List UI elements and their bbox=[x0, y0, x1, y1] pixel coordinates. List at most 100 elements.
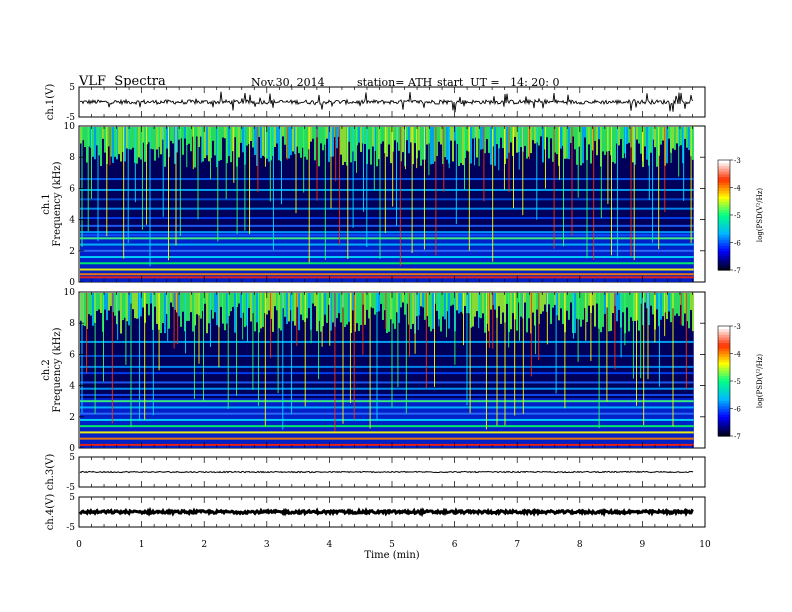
hf-noise bbox=[644, 127, 646, 147]
hf-noise bbox=[182, 293, 184, 312]
hf-noise bbox=[424, 293, 426, 320]
ch4-wave-ylabel: ch.4(V) bbox=[45, 494, 56, 531]
hf-noise bbox=[674, 293, 676, 316]
hf-noise bbox=[100, 127, 102, 166]
frequency-band bbox=[80, 224, 694, 227]
hf-noise bbox=[136, 127, 138, 164]
hf-noise bbox=[600, 293, 602, 333]
hf-noise bbox=[412, 293, 414, 324]
hf-noise bbox=[358, 293, 360, 331]
hf-noise bbox=[328, 127, 330, 162]
frequency-band bbox=[80, 372, 694, 375]
hf-noise bbox=[616, 293, 618, 322]
hf-noise bbox=[302, 127, 304, 148]
x-tick-label: 10 bbox=[699, 540, 711, 550]
hf-noise bbox=[398, 293, 400, 323]
hf-noise bbox=[104, 127, 106, 153]
hf-noise bbox=[226, 127, 228, 164]
hf-noise bbox=[518, 293, 520, 303]
hf-noise bbox=[542, 127, 544, 163]
hf-noise bbox=[280, 293, 282, 331]
ch1-colorbar-label: log(PSD(V²/Hz) bbox=[756, 188, 764, 243]
hf-noise bbox=[190, 127, 192, 152]
hf-noise bbox=[622, 127, 624, 159]
hf-noise bbox=[196, 127, 198, 137]
hf-noise bbox=[180, 293, 182, 327]
waveform-trace bbox=[79, 470, 694, 474]
hf-noise bbox=[296, 127, 298, 147]
hf-noise bbox=[370, 127, 372, 165]
hf-noise bbox=[216, 127, 218, 168]
hf-noise bbox=[140, 127, 142, 160]
colorbar-swatch bbox=[718, 179, 730, 183]
hf-noise bbox=[552, 293, 554, 308]
hf-noise bbox=[298, 293, 300, 331]
colorbar-swatch bbox=[718, 425, 730, 429]
hf-noise bbox=[238, 127, 240, 158]
colorbar-swatch bbox=[718, 264, 730, 268]
hf-noise bbox=[576, 127, 578, 165]
x-axis-title: Time (min) bbox=[364, 550, 419, 561]
hf-noise bbox=[342, 127, 344, 166]
colorbar-swatch bbox=[718, 220, 730, 224]
colorbar-swatch bbox=[718, 190, 730, 194]
hf-noise bbox=[224, 127, 226, 139]
hf-noise bbox=[402, 293, 404, 303]
hf-noise bbox=[362, 127, 364, 144]
hf-noise bbox=[306, 127, 308, 160]
hf-noise bbox=[128, 127, 130, 150]
hf-noise bbox=[682, 127, 684, 164]
hf-noise bbox=[92, 293, 94, 326]
hf-noise bbox=[80, 293, 82, 321]
hf-noise bbox=[520, 127, 522, 148]
hf-noise bbox=[120, 293, 122, 334]
hf-noise bbox=[668, 127, 670, 139]
hf-noise bbox=[228, 127, 230, 157]
colorbar-swatch bbox=[718, 267, 730, 271]
hf-noise bbox=[192, 293, 194, 332]
frequency-band bbox=[80, 217, 694, 220]
hf-noise bbox=[90, 293, 92, 316]
hf-noise bbox=[598, 127, 600, 140]
hf-noise bbox=[464, 293, 466, 307]
hf-noise bbox=[594, 127, 596, 141]
hf-noise bbox=[364, 293, 366, 325]
hf-noise bbox=[360, 127, 362, 152]
x-tick-label: 3 bbox=[264, 540, 270, 550]
hf-noise bbox=[486, 293, 488, 324]
x-tick-label: 2 bbox=[201, 540, 207, 550]
hf-noise bbox=[582, 293, 584, 320]
hf-noise bbox=[118, 127, 120, 155]
hf-noise bbox=[116, 293, 118, 325]
hf-noise bbox=[206, 127, 208, 156]
frequency-band bbox=[80, 400, 694, 403]
hf-noise bbox=[628, 293, 630, 332]
hf-noise bbox=[338, 127, 340, 137]
x-tick-label: 8 bbox=[577, 540, 583, 550]
hf-noise bbox=[424, 127, 426, 160]
x-tick-label: 9 bbox=[640, 540, 646, 550]
colorbar-swatch bbox=[718, 223, 730, 227]
colorbar-swatch bbox=[718, 256, 730, 260]
hf-noise bbox=[688, 293, 690, 329]
colorbar-tick-label: -4 bbox=[734, 185, 741, 193]
y-tick-label: 8 bbox=[69, 319, 75, 329]
hf-noise bbox=[524, 293, 526, 303]
hf-noise bbox=[610, 293, 612, 331]
colorbar-tick-label: -7 bbox=[734, 267, 741, 275]
hf-noise bbox=[408, 293, 410, 325]
hf-noise bbox=[248, 127, 250, 144]
colorbar-swatch bbox=[718, 348, 730, 352]
hf-noise bbox=[510, 293, 512, 330]
y-tick-label: 6 bbox=[69, 184, 75, 194]
hf-noise bbox=[284, 293, 286, 317]
colorbar-swatch bbox=[718, 261, 730, 266]
hf-noise bbox=[554, 127, 556, 153]
hf-noise bbox=[528, 293, 530, 319]
hf-noise bbox=[308, 293, 310, 309]
hf-noise bbox=[102, 293, 104, 332]
hf-noise bbox=[444, 293, 446, 320]
hf-noise bbox=[684, 127, 686, 139]
